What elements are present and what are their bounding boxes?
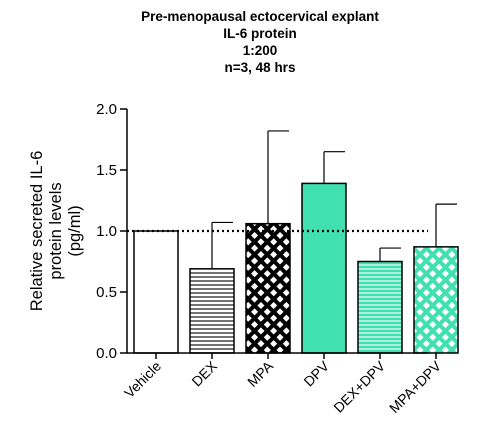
- bar-mpa-dpv: [413, 246, 459, 354]
- y-tick-label: 0.0: [96, 345, 117, 362]
- x-tick-label-dex-dpv: DEX+DPV: [330, 357, 388, 415]
- bar-dpv: [301, 182, 347, 354]
- bars: [133, 130, 459, 354]
- y-axis-label-line-2: protein levels: [47, 182, 65, 279]
- x-tick-label-vehicle: Vehicle: [121, 358, 164, 401]
- bar-vehicle: [133, 230, 179, 354]
- y-tick-label: 1.0: [96, 223, 117, 240]
- bar-mpa: [245, 222, 291, 354]
- x-tick-label-dex: DEX: [188, 357, 220, 389]
- chart-title: Pre-menopausal ectocervical explant IL-6…: [141, 9, 379, 75]
- title-line-3: 1:200: [243, 43, 278, 58]
- y-tick-label: 0.5: [96, 284, 117, 301]
- x-tick-label-mpa: MPA: [244, 357, 276, 389]
- x-tick-label-mpa-dpv: MPA+DPV: [386, 357, 445, 416]
- bar-dex: [189, 268, 235, 354]
- y-axis-label-line-1: Relative secreted IL-6: [28, 151, 46, 312]
- bar-dex-dpv: [357, 260, 403, 354]
- title-line-1: Pre-menopausal ectocervical explant: [141, 9, 379, 24]
- y-axis-label: Relative secreted IL-6 protein levels (p…: [28, 151, 84, 312]
- y-tick-label: 2.0: [96, 101, 117, 118]
- y-axis: 0.0 0.5 1.0 1.5 2.0: [96, 101, 128, 362]
- title-line-4: n=3, 48 hrs: [225, 60, 296, 75]
- y-axis-label-line-3: (pg/ml): [66, 205, 84, 256]
- x-tick-label-dpv: DPV: [300, 357, 332, 389]
- y-tick-label: 1.5: [96, 162, 117, 179]
- title-line-2: IL-6 protein: [223, 26, 297, 41]
